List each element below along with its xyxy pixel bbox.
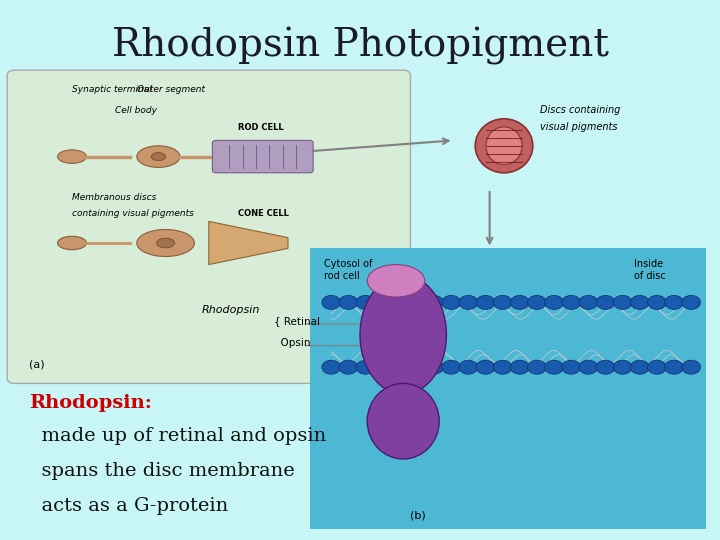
Ellipse shape xyxy=(58,237,86,249)
Circle shape xyxy=(510,295,529,309)
Circle shape xyxy=(647,360,666,374)
FancyBboxPatch shape xyxy=(212,140,313,173)
Circle shape xyxy=(493,295,512,309)
Circle shape xyxy=(442,360,461,374)
Circle shape xyxy=(528,295,546,309)
Circle shape xyxy=(613,360,632,374)
Circle shape xyxy=(459,295,477,309)
Circle shape xyxy=(528,360,546,374)
Circle shape xyxy=(373,295,392,309)
Text: Synaptic terminal: Synaptic terminal xyxy=(72,85,152,94)
Text: made up of retinal and opsin: made up of retinal and opsin xyxy=(29,427,326,444)
Circle shape xyxy=(682,295,701,309)
Ellipse shape xyxy=(360,275,446,394)
Circle shape xyxy=(613,295,632,309)
Ellipse shape xyxy=(367,265,425,297)
Ellipse shape xyxy=(137,146,180,167)
Circle shape xyxy=(476,360,495,374)
Text: Inside
of disc: Inside of disc xyxy=(634,259,665,281)
Text: Cell body: Cell body xyxy=(115,106,157,116)
Circle shape xyxy=(665,360,683,374)
Circle shape xyxy=(562,360,580,374)
Circle shape xyxy=(665,295,683,309)
Circle shape xyxy=(322,295,341,309)
Text: Rhodopsin:: Rhodopsin: xyxy=(29,394,152,412)
Circle shape xyxy=(408,360,426,374)
Circle shape xyxy=(647,295,666,309)
Circle shape xyxy=(390,360,409,374)
Circle shape xyxy=(356,295,375,309)
Circle shape xyxy=(682,360,701,374)
Text: (a): (a) xyxy=(29,359,45,369)
Text: acts as a G-protein: acts as a G-protein xyxy=(29,497,228,515)
Text: Membranous discs: Membranous discs xyxy=(72,193,156,202)
Ellipse shape xyxy=(475,119,533,173)
Circle shape xyxy=(596,360,615,374)
Circle shape xyxy=(579,360,598,374)
Circle shape xyxy=(476,295,495,309)
Circle shape xyxy=(390,295,409,309)
Circle shape xyxy=(408,295,426,309)
Circle shape xyxy=(579,295,598,309)
Circle shape xyxy=(631,295,649,309)
Text: Opsin: Opsin xyxy=(274,338,310,348)
Text: CONE CELL: CONE CELL xyxy=(238,209,289,218)
Circle shape xyxy=(562,295,580,309)
Circle shape xyxy=(545,360,564,374)
Ellipse shape xyxy=(137,230,194,256)
Text: (b): (b) xyxy=(410,510,426,521)
Text: { Retinal: { Retinal xyxy=(274,316,320,326)
Polygon shape xyxy=(209,221,288,265)
Circle shape xyxy=(442,295,461,309)
Text: ROD CELL: ROD CELL xyxy=(238,123,283,132)
Circle shape xyxy=(631,360,649,374)
Circle shape xyxy=(545,295,564,309)
Circle shape xyxy=(425,360,444,374)
Text: Outer segment: Outer segment xyxy=(137,85,204,94)
Circle shape xyxy=(356,360,375,374)
FancyBboxPatch shape xyxy=(310,248,706,529)
Circle shape xyxy=(596,295,615,309)
Circle shape xyxy=(493,360,512,374)
Circle shape xyxy=(339,360,358,374)
Circle shape xyxy=(459,360,477,374)
Circle shape xyxy=(425,295,444,309)
Ellipse shape xyxy=(58,150,86,163)
Circle shape xyxy=(373,360,392,374)
Text: spans the disc membrane: spans the disc membrane xyxy=(29,462,294,480)
Text: visual pigments: visual pigments xyxy=(540,122,618,132)
Circle shape xyxy=(339,295,358,309)
Ellipse shape xyxy=(157,238,175,248)
FancyBboxPatch shape xyxy=(7,70,410,383)
Circle shape xyxy=(322,360,341,374)
Text: Rhodopsin Photopigment: Rhodopsin Photopigment xyxy=(112,27,608,65)
Ellipse shape xyxy=(151,152,166,161)
Text: Cytosol of
rod cell: Cytosol of rod cell xyxy=(324,259,372,281)
Text: containing visual pigments: containing visual pigments xyxy=(72,209,194,218)
Ellipse shape xyxy=(486,127,522,165)
Circle shape xyxy=(510,360,529,374)
Text: Discs containing: Discs containing xyxy=(540,105,621,116)
Text: Rhodopsin: Rhodopsin xyxy=(202,305,260,315)
Ellipse shape xyxy=(367,383,439,459)
